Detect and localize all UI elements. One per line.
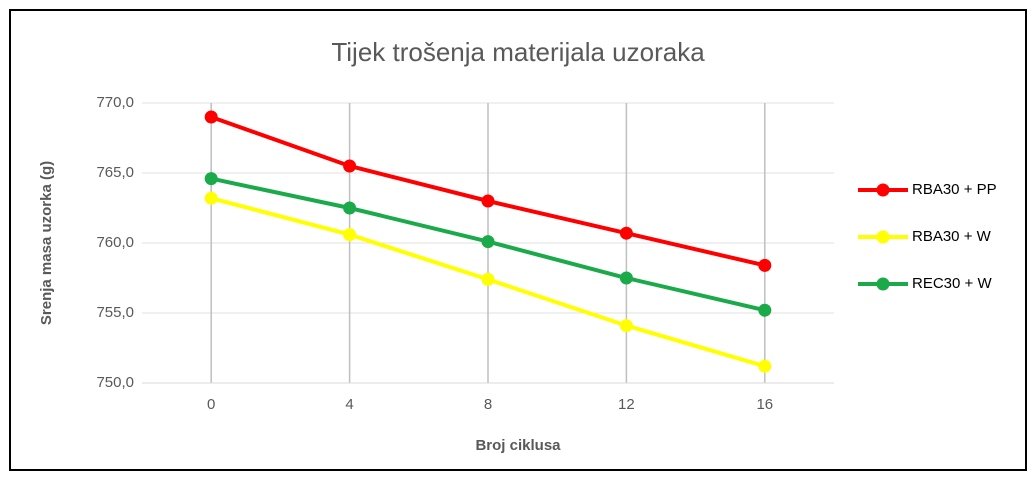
data-point <box>343 228 357 242</box>
data-point <box>758 258 772 272</box>
data-point <box>619 271 633 285</box>
data-point <box>758 303 772 317</box>
x-tick-label: 4 <box>345 396 353 413</box>
data-point <box>619 319 633 333</box>
y-axis-label: Srenja masa uzorka (g) <box>38 161 55 325</box>
y-tick-label: 760,0 <box>96 234 134 251</box>
legend-marker <box>876 230 890 244</box>
y-tick-label: 755,0 <box>96 304 134 321</box>
x-tick-label: 16 <box>756 396 773 413</box>
x-axis-label: Broj ciklusa <box>475 437 561 454</box>
y-tick-label: 770,0 <box>96 94 134 111</box>
y-tick-label: 750,0 <box>96 374 134 391</box>
chart-title: Tijek trošenja materijala uzoraka <box>331 37 705 67</box>
data-point <box>343 159 357 173</box>
legend-label: RBA30 + PP <box>912 181 997 198</box>
data-point <box>204 172 218 186</box>
data-point <box>481 235 495 249</box>
x-tick-label: 12 <box>618 396 635 413</box>
legend-marker <box>876 277 890 291</box>
data-point <box>619 226 633 240</box>
chart-frame <box>9 9 1027 471</box>
data-point <box>204 110 218 124</box>
x-tick-label: 0 <box>207 396 215 413</box>
data-point <box>343 201 357 215</box>
data-point <box>481 194 495 208</box>
legend-label: RBA30 + W <box>912 228 992 245</box>
data-point <box>481 272 495 286</box>
x-tick-label: 8 <box>484 396 492 413</box>
legend-label: REC30 + W <box>912 275 992 292</box>
data-point <box>758 359 772 373</box>
legend-marker <box>876 183 890 197</box>
y-tick-label: 765,0 <box>96 164 134 181</box>
data-point <box>204 191 218 205</box>
